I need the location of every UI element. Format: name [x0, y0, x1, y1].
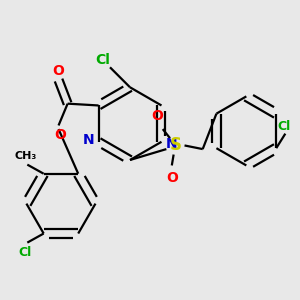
Text: O: O — [151, 110, 163, 123]
Text: O: O — [54, 128, 66, 142]
Text: O: O — [166, 171, 178, 185]
Text: Cl: Cl — [277, 120, 290, 133]
Text: Cl: Cl — [95, 53, 110, 67]
Text: O: O — [52, 64, 64, 78]
Text: Cl: Cl — [19, 246, 32, 259]
Text: N: N — [82, 133, 94, 147]
Text: N: N — [166, 136, 178, 151]
Text: S: S — [169, 136, 181, 154]
Text: CH₃: CH₃ — [14, 151, 37, 161]
